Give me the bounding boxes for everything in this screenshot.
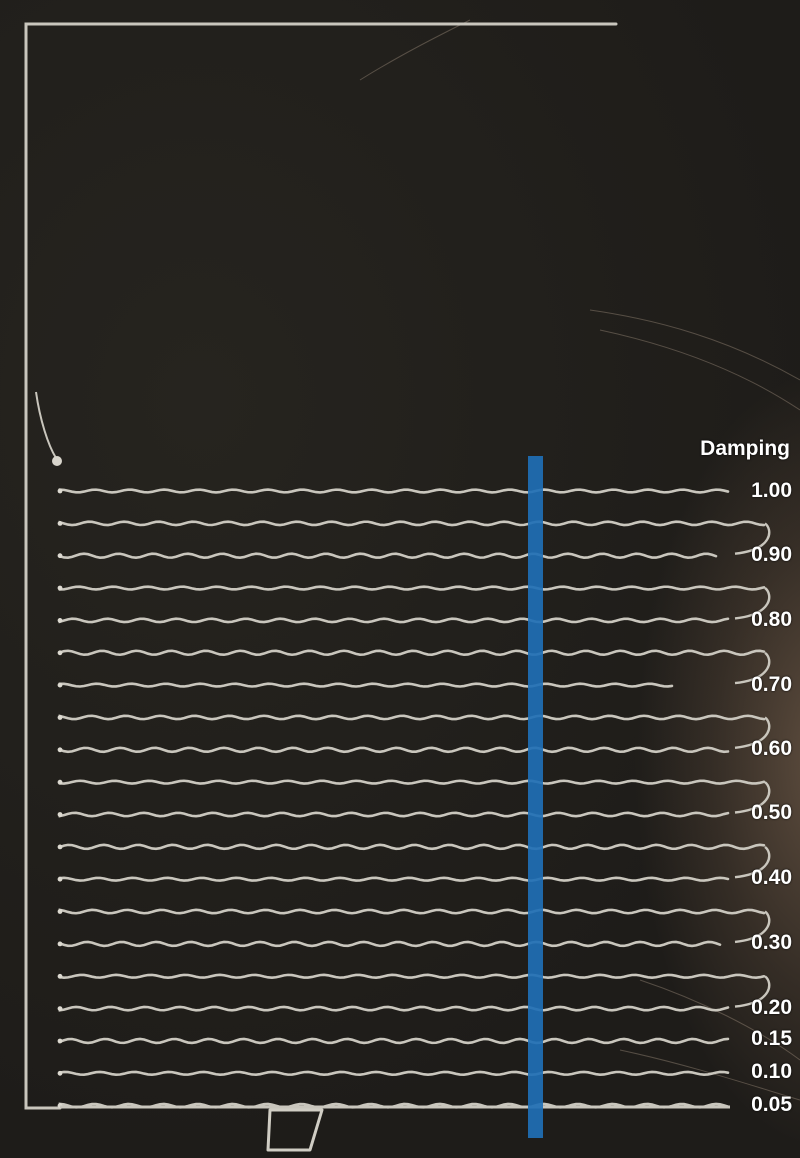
print-line-start <box>57 779 63 785</box>
print-line <box>58 617 730 624</box>
damping-label: 0.50 <box>751 801 792 824</box>
print-line-start <box>57 876 63 882</box>
print-line <box>58 552 718 560</box>
purge-blob <box>52 456 62 466</box>
damping-label: 0.60 <box>751 737 792 760</box>
print-line-start <box>57 585 63 591</box>
print-line-start <box>57 521 63 526</box>
print-line-loop <box>734 781 771 814</box>
print-line-start <box>57 618 63 623</box>
print-line <box>58 488 730 494</box>
print-line-start <box>57 650 63 656</box>
damping-title: Damping <box>700 437 790 460</box>
print-line <box>58 811 730 818</box>
damping-label: 0.80 <box>751 608 792 631</box>
print-line-loop <box>734 651 771 685</box>
marker-bar <box>528 456 543 1138</box>
print-line <box>58 843 766 851</box>
damping-label: 0.30 <box>751 931 792 954</box>
print-line <box>58 746 730 754</box>
print-line-loop <box>734 845 771 879</box>
print-line-start <box>57 1006 63 1011</box>
print-line <box>58 1037 730 1045</box>
print-line <box>58 779 766 785</box>
print-line-start <box>57 812 63 817</box>
print-line-start <box>57 747 63 753</box>
damping-label: 0.20 <box>751 996 792 1019</box>
print-line-start <box>57 844 63 850</box>
print-line <box>58 940 722 948</box>
scratch-marks <box>359 19 800 1101</box>
print-lines <box>57 488 771 1109</box>
print-line <box>58 908 766 915</box>
damping-label: 0.15 <box>751 1027 792 1050</box>
damping-label: 0.05 <box>751 1093 792 1116</box>
print-line <box>58 1070 730 1077</box>
print-line-start <box>57 909 63 914</box>
print-line-loop <box>734 975 771 1008</box>
print-line <box>58 714 766 721</box>
print-line-loop <box>734 716 771 749</box>
damping-label: 0.10 <box>751 1060 792 1083</box>
perimeter-outline <box>24 22 618 1110</box>
print-line-start <box>57 715 63 720</box>
print-line-start <box>57 973 63 979</box>
print-line-start <box>57 682 63 688</box>
print-line-loop <box>734 522 771 555</box>
print-line-start <box>57 1038 63 1044</box>
print-line <box>58 520 766 527</box>
print-line <box>58 585 766 591</box>
print-line-loop <box>734 587 771 620</box>
print-line-loop <box>734 910 771 944</box>
damping-label: 0.90 <box>751 543 792 566</box>
brim-shape <box>266 1108 324 1152</box>
print-line-start <box>57 1070 63 1076</box>
print-line <box>58 973 766 979</box>
print-line <box>58 1005 730 1012</box>
damping-label: 0.40 <box>751 866 792 889</box>
print-line-start <box>57 488 63 494</box>
print-line-start <box>57 941 63 947</box>
print-line <box>58 649 766 657</box>
print-line <box>58 682 674 688</box>
print-line <box>58 876 730 882</box>
print-line-start <box>57 553 63 559</box>
purge-tail <box>35 391 57 459</box>
damping-label: 0.70 <box>751 673 792 696</box>
damping-label: 1.00 <box>751 479 792 502</box>
